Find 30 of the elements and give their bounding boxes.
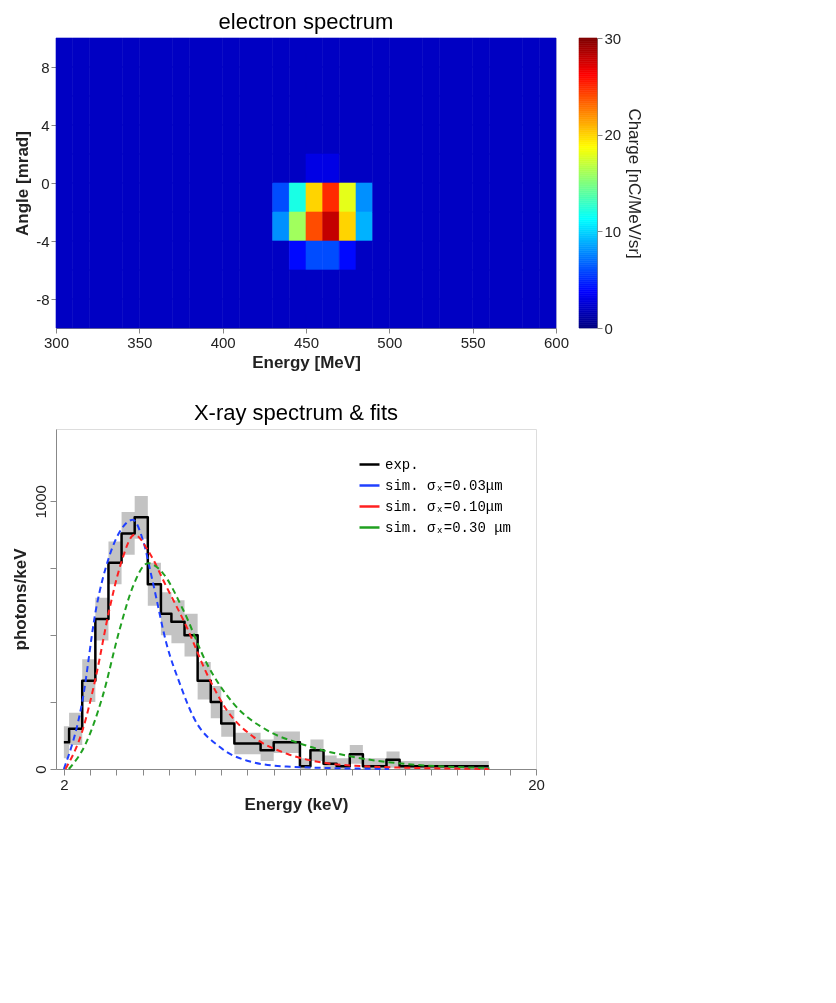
y-tick-label: 1000 <box>31 485 49 519</box>
legend-label: sim. σₓ=0.03μm <box>385 477 503 494</box>
y-tick-label: -8 <box>36 290 50 308</box>
color-bar-label: 0 <box>604 319 613 337</box>
y-tick-label: 8 <box>41 58 50 76</box>
color-bar-label: 10 <box>604 222 622 240</box>
x-tick-label: 2 <box>60 775 69 793</box>
x-tick-label: 350 <box>127 333 153 351</box>
color-bar-label: 20 <box>604 126 622 144</box>
legend-label: exp. <box>385 456 419 473</box>
y-tick-label: -4 <box>36 232 50 250</box>
x-axis-title: Energy (keV) <box>244 794 349 814</box>
chart-title: electron spectrum <box>218 8 394 34</box>
x-tick-label: 500 <box>377 333 403 351</box>
x-axis-title: Energy [MeV] <box>252 352 361 372</box>
x-tick-label: 300 <box>43 333 70 351</box>
legend-label: sim. σₓ=0.10μm <box>385 498 503 515</box>
x-tick-label: 600 <box>543 333 570 351</box>
x-tick-label: 400 <box>210 333 236 351</box>
legend-label: sim. σₓ=0.30 μm <box>385 519 512 536</box>
color-bar-title: Charge [nC/MeV/sr] <box>625 108 645 259</box>
chart-title: X-ray spectrum & fits <box>193 400 399 425</box>
color-bar-label: 30 <box>604 29 622 47</box>
y-tick-label: 4 <box>41 116 50 134</box>
y-tick-label: 0 <box>31 765 49 774</box>
y-axis-title: Angle [mrad] <box>13 131 33 236</box>
y-tick-label: 0 <box>41 174 50 192</box>
x-tick-label: 450 <box>293 333 320 351</box>
y-axis-title: photons/keV <box>10 547 30 651</box>
x-tick-label: 550 <box>460 333 486 351</box>
